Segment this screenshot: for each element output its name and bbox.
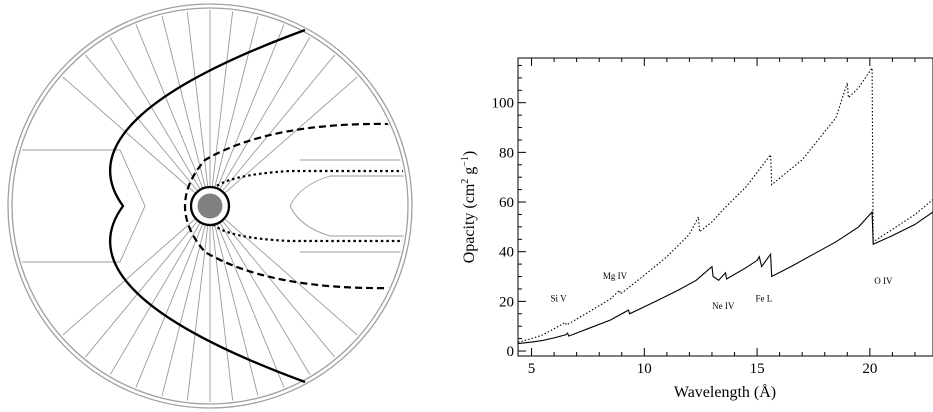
y-axis-title-mid: g: [461, 167, 478, 179]
wake-stream-line: [289, 205, 406, 237]
y-axis-title-sup1: 2: [460, 179, 471, 184]
stream-line: [209, 205, 406, 391]
schematic-panel: [7, 3, 413, 409]
y-tick-label: 100: [492, 96, 515, 112]
dotted-wake-curve: [201, 169, 406, 243]
y-axis-title: Opacity (cm2 g−1): [460, 151, 478, 264]
x-tick-label: 10: [637, 361, 652, 377]
stream-line: [39, 10, 211, 207]
stream-line: [157, 205, 211, 402]
x-tick-label: 20: [862, 361, 877, 377]
stream-line: [209, 10, 295, 207]
stream-line: [14, 21, 211, 207]
central-star: [197, 193, 223, 219]
x-axis-title: Wavelength (Å): [674, 383, 776, 401]
y-tick-label: 40: [499, 245, 514, 261]
stream-line: [185, 205, 211, 402]
annotations: Si V Mg IV Ne IV Fe L O IV: [551, 271, 893, 311]
stream-line: [209, 205, 333, 402]
edge-annotation: Si V: [551, 293, 568, 303]
edge-annotation: Mg IV: [603, 271, 628, 281]
stream-line: [87, 10, 211, 207]
series-line-solid: [517, 210, 933, 345]
edge-annotation: O IV: [874, 276, 893, 286]
dashed-boundary-curve: [184, 122, 393, 290]
stream-line: [185, 10, 211, 207]
stream-line: [125, 10, 211, 207]
x-tick-label: 15: [750, 361, 765, 377]
series-layer: [517, 66, 933, 345]
y-tick-label: 0: [507, 344, 515, 360]
y-axis-title-main: Opacity (cm: [461, 183, 478, 263]
deflected-stream-line: [14, 149, 146, 263]
tick-labels: 5 10 15 20 0 20 40 60 80 100: [492, 96, 878, 377]
stream-line: [125, 205, 211, 402]
stream-line: [39, 205, 211, 402]
axis-ticks: [518, 58, 916, 356]
stream-line: [209, 205, 295, 402]
stream-line: [209, 10, 263, 207]
opacity-chart: 5 10 15 20 0 20 40 60 80 100 Si V Mg IV Ne IV Fe L O …: [460, 57, 933, 401]
stream-line: [209, 205, 263, 402]
stream-line: [209, 10, 381, 207]
y-tick-label: 80: [499, 145, 514, 161]
wake-stream-line: [289, 175, 406, 207]
stream-line: [209, 10, 235, 207]
y-axis-title-sup2: −1: [460, 156, 471, 167]
stream-line: [157, 10, 211, 207]
edge-annotation: Ne IV: [712, 301, 735, 311]
stream-line: [209, 205, 235, 402]
outer-ring: [7, 3, 413, 409]
stream-line: [87, 205, 211, 402]
stream-line: [209, 10, 333, 207]
y-tick-label: 20: [499, 294, 514, 310]
stream-line: [209, 21, 406, 207]
stream-line: [14, 205, 211, 391]
plot-frame: [517, 57, 933, 357]
edge-annotation: Fe L: [755, 293, 772, 303]
y-tick-label: 60: [499, 195, 514, 211]
x-tick-label: 5: [528, 361, 536, 377]
inner-ring: [11, 7, 409, 405]
bow-shock-curve: [108, 28, 306, 384]
y-axis-title-end: ): [461, 151, 478, 156]
stream-line: [209, 205, 381, 402]
